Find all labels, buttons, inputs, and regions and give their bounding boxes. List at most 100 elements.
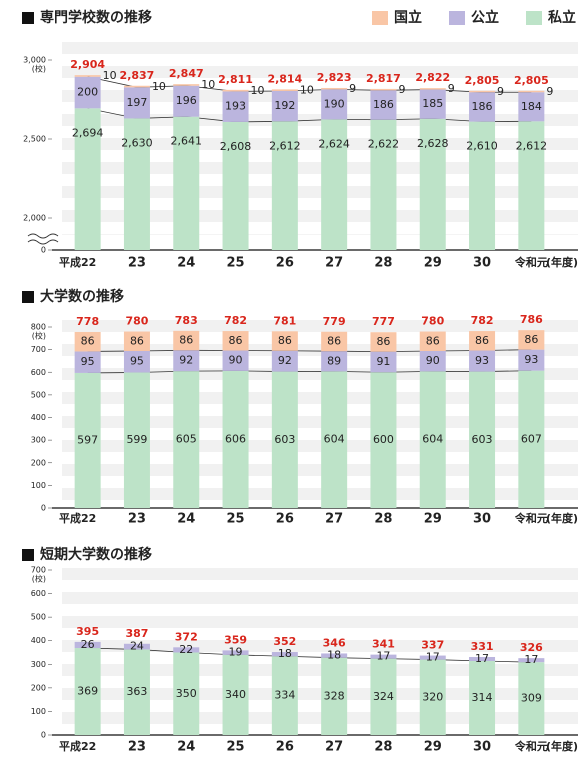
y-tick-label: 0 [41, 731, 46, 740]
bar-segment [419, 88, 446, 90]
total-label: 2,805 [465, 74, 500, 87]
total-label: 2,817 [366, 72, 401, 85]
value-label: 92 [278, 354, 292, 367]
stripe [62, 616, 578, 628]
value-label: 190 [324, 97, 345, 110]
x-tick-label: 28 [374, 512, 392, 527]
value-label: 603 [472, 433, 493, 446]
bar-segment [123, 118, 150, 251]
value-label: 363 [126, 685, 147, 698]
bar-segment [271, 90, 298, 122]
total-label: 352 [273, 635, 296, 648]
bar-segment [222, 331, 249, 351]
x-unit: (年度) [546, 739, 578, 753]
value-label: 2,608 [220, 140, 252, 153]
x-tick-label: 24 [177, 740, 195, 755]
bar-segment [74, 648, 101, 735]
value-label: 93 [475, 354, 489, 367]
value-label: 184 [521, 100, 542, 113]
bar-segment [74, 108, 101, 251]
x-tick-label: 23 [128, 740, 146, 755]
bar-segment [518, 662, 545, 735]
total-label: 781 [273, 314, 296, 327]
value-label: 186 [472, 100, 493, 113]
bar-segment [222, 350, 249, 371]
bar-segment [222, 370, 249, 508]
total-label: 779 [323, 315, 346, 328]
value-label: 90 [229, 354, 243, 367]
value-label: 17 [426, 651, 440, 664]
x-tick-label: 27 [325, 512, 343, 527]
bar-segment [469, 656, 496, 661]
value-label: 86 [229, 334, 243, 347]
value-label: 10 [103, 69, 117, 82]
value-label: 2,630 [121, 136, 153, 149]
bar-segment [419, 89, 446, 119]
y-tick-label: 0 [41, 246, 46, 255]
axis-break-gap [40, 234, 578, 249]
y-tick-label: 300 [31, 660, 46, 669]
x-tick-label: 26 [276, 740, 294, 755]
value-label: 2,624 [318, 137, 350, 150]
bar-segment [321, 653, 348, 658]
bar-segment [123, 649, 150, 735]
x-tick-label: 令和元 [514, 255, 548, 269]
total-label: 331 [471, 640, 494, 653]
bar-segment [173, 330, 200, 351]
bar-segment [419, 331, 446, 351]
title-marker [22, 12, 34, 24]
value-label: 86 [179, 334, 193, 347]
bar-segment [469, 121, 496, 251]
bar-segment [74, 75, 101, 77]
bar-segment [518, 90, 545, 93]
bar-segment [271, 371, 298, 508]
bar-segment [419, 655, 446, 660]
x-tick-label: 26 [276, 256, 294, 271]
legend-label: 公立 [471, 9, 499, 26]
y-tick-label: 500 [31, 390, 46, 399]
total-label: 780 [125, 315, 148, 328]
x-tick-label: 平成22 [59, 739, 96, 753]
bar-segment [469, 350, 496, 372]
stripe [62, 320, 578, 332]
bar-segment [321, 351, 348, 372]
x-tick-label: 24 [177, 512, 195, 527]
x-tick-label: 29 [424, 740, 442, 755]
value-label: 9 [398, 83, 405, 96]
value-label: 9 [546, 85, 553, 98]
y-tick-label: 500 [31, 613, 46, 622]
value-label: 10 [251, 84, 265, 97]
total-label: 2,837 [120, 69, 155, 82]
total-label: 2,904 [70, 58, 105, 71]
value-label: 95 [130, 355, 144, 368]
legend-swatch [372, 11, 388, 25]
value-label: 86 [130, 334, 144, 347]
value-label: 91 [376, 355, 390, 368]
legend-swatch [526, 11, 542, 25]
total-label: 780 [421, 315, 444, 328]
value-label: 10 [201, 78, 215, 91]
bar-segment [321, 119, 348, 251]
value-label: 86 [327, 334, 341, 347]
value-label: 192 [274, 99, 295, 112]
trend-line [87, 370, 532, 374]
value-label: 369 [77, 685, 98, 698]
value-label: 10 [152, 80, 166, 93]
total-label: 395 [76, 625, 99, 638]
value-label: 328 [324, 689, 345, 702]
value-label: 2,612 [516, 139, 548, 152]
x-tick-label: 平成22 [59, 255, 96, 269]
total-label: 2,847 [169, 67, 204, 80]
legend-label: 国立 [394, 9, 422, 26]
bar-segment [518, 658, 545, 663]
y-tick-label: 0 [41, 504, 46, 513]
bar-segment [271, 89, 298, 91]
value-label: 24 [130, 640, 144, 653]
value-label: 185 [422, 97, 443, 110]
value-label: 9 [497, 85, 504, 98]
value-label: 2,628 [417, 137, 449, 150]
total-label: 346 [323, 636, 346, 649]
value-label: 86 [475, 334, 489, 347]
y-tick-label: 3,000 [23, 56, 46, 65]
